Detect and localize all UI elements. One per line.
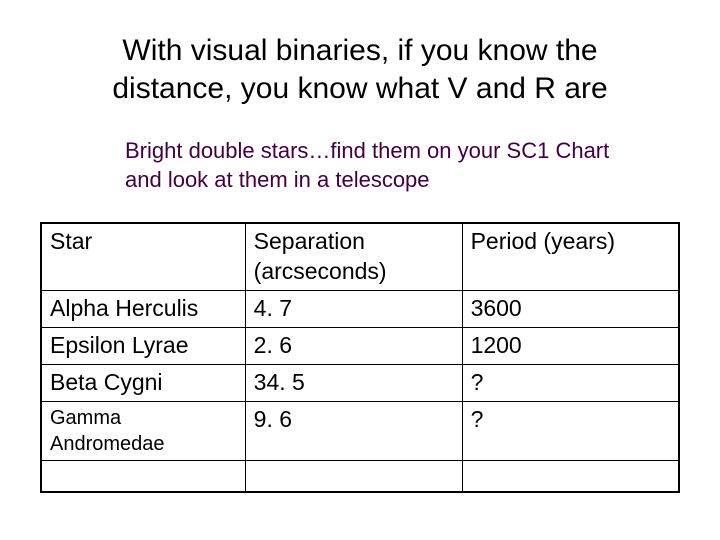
table-header-row: StarSeparation (arcseconds)Period (years…	[41, 223, 679, 290]
table-header-cell: Period (years)	[462, 223, 679, 290]
table-cell: 9. 6	[245, 401, 462, 460]
page-title: With visual binaries, if you know the di…	[40, 32, 680, 107]
table-row: Alpha Herculis4. 73600	[41, 290, 679, 327]
subtitle-text: Bright double stars…find them on your SC…	[125, 137, 620, 194]
table-header-cell: Separation (arcseconds)	[245, 223, 462, 290]
table-cell: ?	[462, 401, 679, 460]
table-cell-empty	[41, 460, 245, 492]
table-cell: 2. 6	[245, 327, 462, 364]
table-cell: 4. 7	[245, 290, 462, 327]
table-row-empty	[41, 460, 679, 492]
table-cell-empty	[245, 460, 462, 492]
table-row: Beta Cygni34. 5?	[41, 364, 679, 401]
table-cell: Alpha Herculis	[41, 290, 245, 327]
table-row: Gamma Andromedae9. 6?	[41, 401, 679, 460]
table-cell: 34. 5	[245, 364, 462, 401]
binaries-table: StarSeparation (arcseconds)Period (years…	[40, 222, 680, 493]
table-cell: Gamma Andromedae	[41, 401, 245, 460]
table-cell: 3600	[462, 290, 679, 327]
table-cell: 1200	[462, 327, 679, 364]
table-cell-empty	[462, 460, 679, 492]
table-row: Epsilon Lyrae2. 61200	[41, 327, 679, 364]
table-cell: ?	[462, 364, 679, 401]
table-cell: Beta Cygni	[41, 364, 245, 401]
table-cell: Epsilon Lyrae	[41, 327, 245, 364]
table-header-cell: Star	[41, 223, 245, 290]
